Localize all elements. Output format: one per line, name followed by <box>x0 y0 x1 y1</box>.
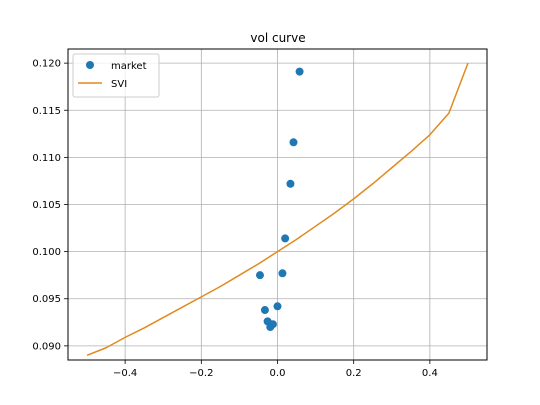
x-tick-label: −0.2 <box>189 368 213 379</box>
legend-market-marker <box>86 61 94 69</box>
y-tick-label: 0.115 <box>32 106 61 117</box>
legend-market-label: market <box>111 61 147 72</box>
market-point <box>268 320 277 329</box>
y-tick-label: 0.100 <box>32 247 61 258</box>
x-tick-label: −0.4 <box>113 368 137 379</box>
legend-svi-label: SVI <box>111 79 127 90</box>
chart-title: vol curve <box>250 31 305 45</box>
legend: market SVI <box>72 53 160 98</box>
market-point <box>278 269 287 278</box>
y-tick-label: 0.095 <box>32 294 61 305</box>
grid <box>68 49 487 360</box>
y-axis: 0.090 0.095 0.100 0.105 0.110 0.115 0.120 <box>32 59 68 352</box>
market-point <box>295 67 304 76</box>
market-point <box>289 138 298 147</box>
y-tick-label: 0.120 <box>32 59 61 70</box>
x-axis: −0.4 −0.2 0.0 0.2 0.4 <box>113 360 438 379</box>
market-series <box>255 67 304 332</box>
market-point <box>286 179 295 188</box>
y-tick-label: 0.105 <box>32 200 61 211</box>
market-point <box>260 306 269 315</box>
x-tick-label: 0.2 <box>346 368 362 379</box>
market-point <box>281 234 290 243</box>
svi-series <box>86 62 469 356</box>
market-point <box>255 271 264 280</box>
x-tick-label: 0.0 <box>270 368 286 379</box>
legend-box <box>72 53 160 98</box>
x-tick-label: 0.4 <box>422 368 438 379</box>
market-point <box>273 302 282 311</box>
y-tick-label: 0.110 <box>32 153 61 164</box>
y-tick-label: 0.090 <box>32 341 61 352</box>
svi-curve-line <box>86 62 469 356</box>
